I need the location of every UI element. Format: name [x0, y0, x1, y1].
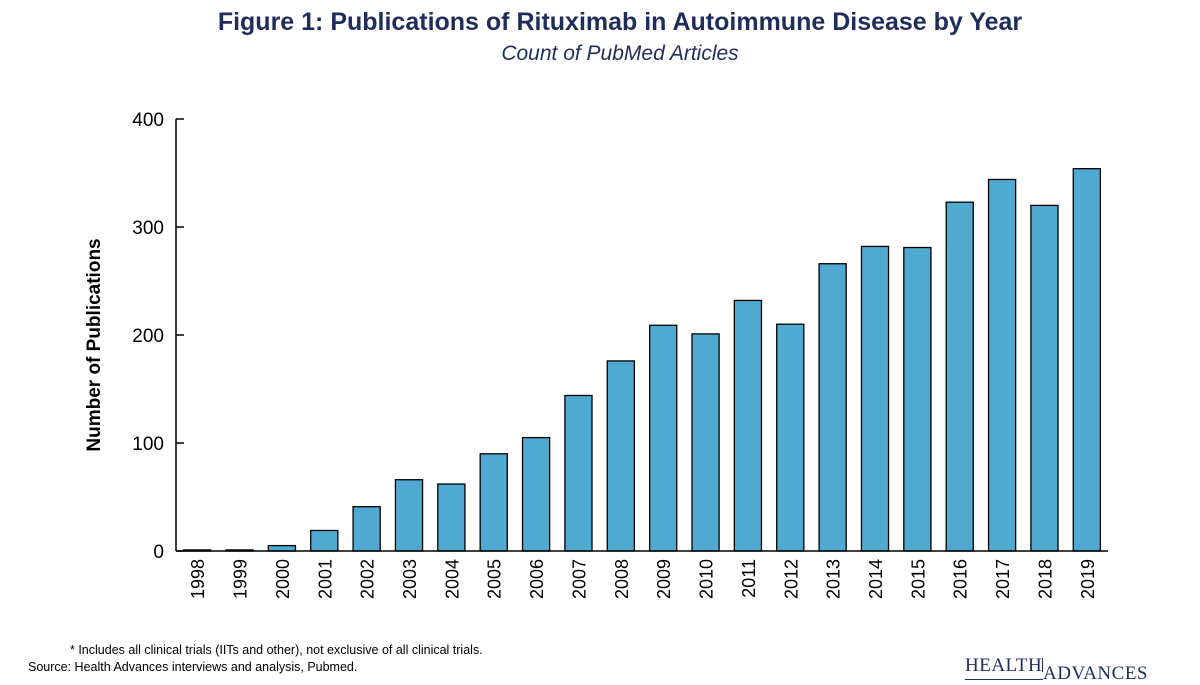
x-tick-label-2008: 2008 [612, 559, 632, 599]
x-tick-label-2000: 2000 [273, 559, 293, 599]
bar-2006 [521, 436, 551, 552]
y-tick-label-200: 200 [132, 326, 164, 347]
bar-2003 [394, 479, 424, 552]
x-tick-label-2012: 2012 [781, 559, 801, 599]
x-tick-label-2017: 2017 [993, 559, 1013, 599]
logo-health-text: HEALTH [965, 655, 1043, 676]
x-tick-label-2019: 2019 [1078, 559, 1098, 599]
logo-advances-text: ADVANCES [1043, 663, 1149, 684]
source-note: Source: Health Advances interviews and a… [28, 660, 358, 674]
bar-2012 [776, 323, 805, 552]
x-tick-label-2003: 2003 [400, 559, 420, 599]
x-tick-label-2015: 2015 [908, 559, 928, 599]
x-tick-label-2010: 2010 [697, 559, 717, 599]
x-tick-label-2011: 2011 [739, 559, 759, 598]
bar-2011 [733, 299, 763, 552]
bar-2000 [267, 544, 297, 552]
bar-2004 [437, 483, 466, 552]
x-tick-label-2007: 2007 [569, 559, 589, 599]
x-tick-label-2005: 2005 [485, 559, 505, 599]
bar-2007 [564, 394, 593, 552]
y-tick-label-100: 100 [132, 434, 164, 455]
x-tick-label-2002: 2002 [358, 559, 378, 599]
x-tick-label-2009: 2009 [654, 559, 674, 599]
health-advances-logo: HEALTH ADVANCES [965, 655, 1150, 684]
y-axis-label: Number of Publications [84, 238, 105, 451]
x-tick-label-1998: 1998 [188, 559, 208, 599]
x-tick-label-2001: 2001 [315, 559, 335, 599]
bar-2005 [479, 453, 508, 552]
bar-2002 [352, 506, 381, 552]
bar-chart: 0 100 200 300 400 1998 1999 2000 2001 2002 2003 200… [84, 110, 1108, 599]
logo-divider [1042, 658, 1043, 672]
x-tick-label-2006: 2006 [527, 559, 547, 599]
y-tick-label-0: 0 [153, 542, 164, 563]
bar-2010 [691, 333, 720, 552]
x-tick-label-2013: 2013 [824, 559, 844, 599]
bar-2015 [903, 246, 932, 552]
chart-title: Figure 1: Publications of Rituximab in A… [217, 8, 1023, 36]
bar-2017 [987, 178, 1017, 552]
bar-2014 [860, 245, 890, 552]
bar-2008 [606, 360, 636, 552]
bar-2013 [818, 263, 847, 552]
bar-2016 [945, 201, 974, 552]
y-tick-label-400: 400 [132, 110, 164, 131]
x-tick-label-1999: 1999 [231, 559, 251, 599]
chart-subtitle: Count of PubMed Articles [501, 42, 739, 65]
x-tick-label-2018: 2018 [1035, 559, 1055, 599]
x-tick-label-2014: 2014 [866, 559, 886, 599]
y-tick-label-300: 300 [132, 218, 164, 239]
bar-2001 [310, 529, 339, 552]
x-tick-label-2004: 2004 [442, 559, 462, 599]
bar-2019 [1072, 168, 1102, 552]
x-tick-label-2016: 2016 [951, 559, 971, 599]
bar-2018 [1030, 204, 1059, 552]
footnote: * Includes all clinical trials (IITs and… [70, 643, 483, 657]
bar-2009 [648, 324, 678, 552]
logo-underline [965, 679, 1043, 680]
